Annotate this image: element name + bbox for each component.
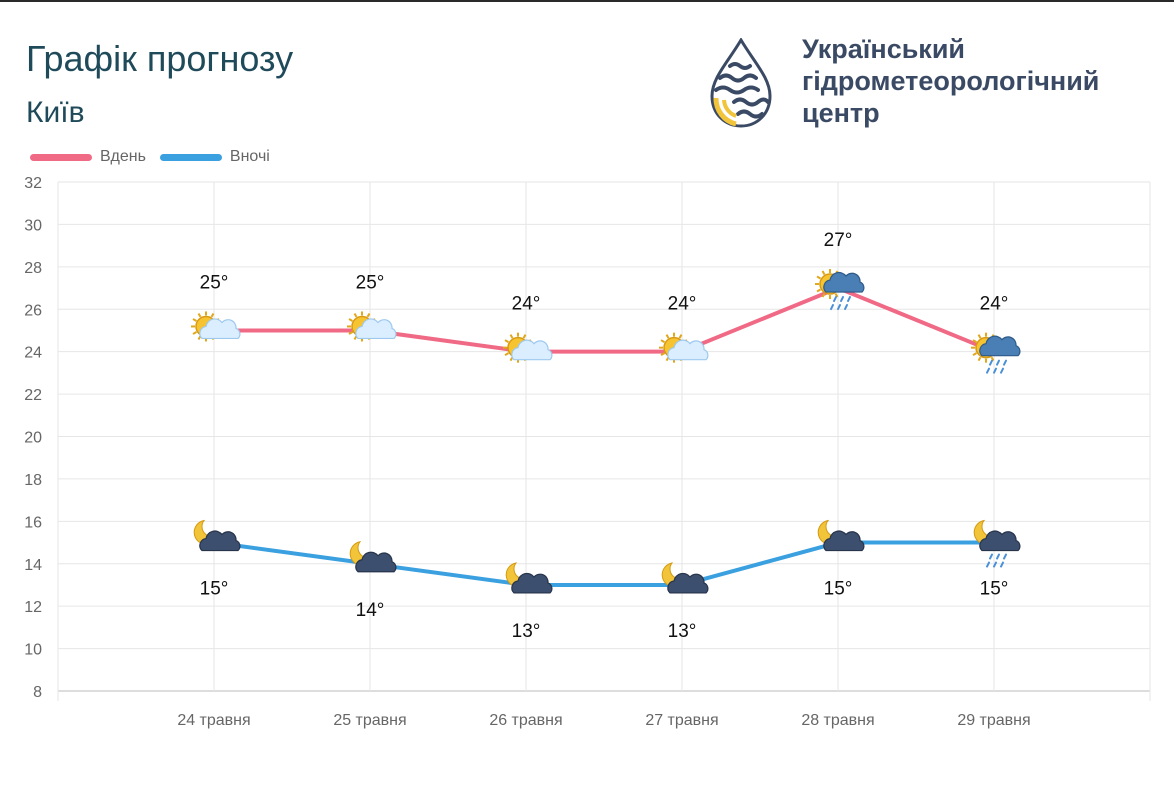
top-border — [0, 0, 1174, 2]
data-label-night: 14° — [356, 600, 385, 621]
y-tick-label: 14 — [24, 557, 42, 574]
sun-cloud-icon — [191, 311, 241, 342]
y-tick-label: 22 — [24, 387, 42, 404]
sun-cloud-icon — [659, 332, 709, 363]
legend-label-night: Вночі — [229, 148, 270, 165]
sun-rain-cloud-icon — [971, 332, 1021, 374]
data-label-night: 13° — [668, 621, 697, 642]
moon-cloud-icon — [817, 519, 865, 552]
data-label-night: 15° — [200, 579, 229, 600]
legend-item-day[interactable]: Вдень — [30, 148, 146, 166]
data-label-day: 25° — [200, 272, 229, 293]
moon-rain-cloud-icon — [973, 519, 1021, 568]
org-line-3: центр — [802, 98, 880, 128]
legend-swatch-day — [30, 153, 92, 161]
moon-cloud-icon — [505, 562, 553, 594]
y-tick-label: 24 — [24, 345, 42, 362]
y-tick-label: 18 — [24, 472, 42, 489]
data-label-day: 25° — [356, 272, 385, 293]
y-tick-label: 32 — [24, 175, 42, 192]
y-tick-label: 28 — [24, 260, 42, 277]
moon-cloud-icon — [349, 541, 397, 573]
sun-cloud-icon — [347, 311, 397, 342]
sun-cloud-icon — [503, 332, 553, 363]
data-label-day: 27° — [824, 230, 853, 251]
data-label-day: 24° — [980, 294, 1009, 315]
org-name: Український гідрометеорологічний центр — [802, 33, 1099, 129]
legend-item-night[interactable]: Вночі — [159, 148, 270, 166]
x-tick-label: 29 травня — [957, 712, 1030, 729]
x-tick-label: 26 травня — [489, 712, 562, 729]
y-tick-label: 10 — [24, 642, 42, 659]
y-tick-label: 30 — [24, 217, 42, 234]
data-label-night: 15° — [980, 579, 1009, 600]
x-tick-label: 27 травня — [645, 712, 718, 729]
series-line-night — [213, 540, 994, 587]
y-tick-label: 20 — [24, 430, 42, 447]
legend-label-day: Вдень — [100, 148, 146, 165]
ugmc-logo-icon — [710, 38, 772, 128]
org-line-2: гідрометеорологічний — [802, 66, 1100, 96]
x-tick-label: 24 травня — [177, 712, 250, 729]
data-label-night: 15° — [824, 579, 853, 600]
org-line-1: Український — [802, 34, 966, 64]
y-tick-label: 8 — [33, 684, 42, 701]
city-name: Київ — [26, 96, 85, 129]
y-tick-label: 16 — [24, 514, 42, 531]
x-tick-label: 28 травня — [801, 712, 874, 729]
page-title: Графік прогнозу — [26, 38, 294, 79]
y-tick-label: 12 — [24, 599, 42, 616]
data-label-day: 24° — [668, 294, 697, 315]
sun-rain-cloud-icon — [815, 269, 865, 311]
moon-cloud-icon — [193, 519, 241, 552]
series-line-day — [214, 286, 995, 354]
data-label-night: 13° — [512, 621, 541, 642]
y-tick-label: 26 — [24, 302, 42, 319]
data-label-day: 24° — [512, 294, 541, 315]
moon-cloud-icon — [661, 562, 709, 594]
x-tick-label: 25 травня — [333, 712, 406, 729]
chart-legend: Вдень Вночі — [30, 148, 284, 166]
legend-swatch-night — [159, 153, 222, 161]
